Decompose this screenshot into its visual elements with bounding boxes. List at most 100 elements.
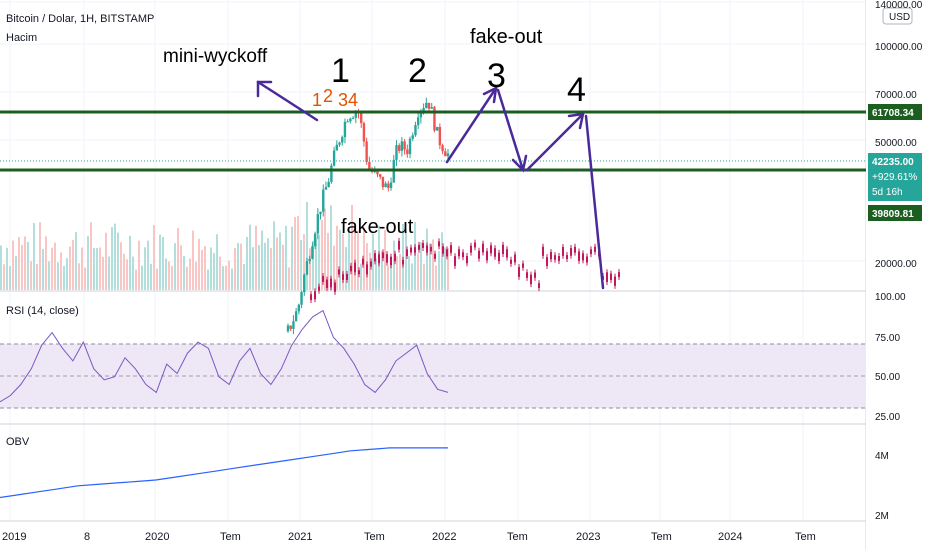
- support-badge: [868, 205, 922, 221]
- volume-bar: [447, 247, 449, 290]
- rsi-label: RSI (14, close): [6, 305, 79, 317]
- candle-body: [376, 170, 379, 175]
- candle-body: [338, 142, 341, 145]
- volume-bar: [63, 266, 65, 290]
- volume-bar: [21, 245, 23, 290]
- volume-bar: [300, 239, 302, 290]
- candle-body: [324, 187, 328, 190]
- volume-bar: [324, 208, 326, 290]
- volume-bar: [126, 259, 128, 290]
- volume-bar: [231, 268, 233, 290]
- volume-bar: [18, 237, 20, 290]
- volume-bar: [24, 236, 26, 290]
- rsi-line[interactable]: [0, 309, 449, 403]
- volume-bar: [153, 225, 155, 290]
- volume-bar: [240, 243, 242, 290]
- volume-bar: [186, 266, 188, 290]
- volume-bar: [57, 262, 59, 290]
- volume-bar: [282, 244, 284, 290]
- candle-body: [313, 233, 317, 247]
- volume-bar: [408, 256, 410, 290]
- volume-bar: [339, 229, 341, 290]
- volume-bar: [219, 256, 221, 290]
- volume-bar: [396, 256, 398, 290]
- candle-body: [446, 153, 450, 157]
- volume-bar: [216, 234, 218, 290]
- price-tick-100000: 100000.00: [875, 42, 923, 53]
- volume-bar: [297, 216, 299, 290]
- volume-bar: [315, 238, 317, 290]
- candle-body: [427, 102, 431, 109]
- volume-bar: [411, 263, 413, 290]
- price-tick-140000: 140000.00: [875, 0, 923, 11]
- volume-bar: [357, 230, 359, 290]
- projection-leg-up-2: [525, 112, 585, 172]
- volume-bar: [39, 222, 41, 290]
- volume-bar: [228, 260, 230, 290]
- time-label: Tem: [507, 531, 528, 543]
- volume-bar: [342, 233, 344, 290]
- resistance-badge: [868, 104, 922, 120]
- candle-body: [441, 145, 444, 152]
- candle-body: [403, 141, 406, 150]
- obv-line[interactable]: [0, 447, 448, 499]
- volume-bar: [309, 248, 311, 290]
- volume-bar: [288, 267, 290, 290]
- volume-bar: [264, 242, 266, 290]
- candle-body: [360, 112, 363, 124]
- volume-bar: [345, 246, 347, 290]
- candle-body: [433, 107, 436, 131]
- price-axis[interactable]: USD 140000.00 100000.00 70000.00 50000.0…: [866, 0, 932, 550]
- volume-bar: [120, 242, 122, 290]
- volume-bar: [420, 242, 422, 290]
- wave-label-1: 1: [331, 52, 350, 90]
- time-label: 2023: [576, 531, 600, 543]
- support-value: 39809.81: [872, 209, 914, 220]
- candle-body: [292, 321, 295, 329]
- candle-body: [308, 258, 311, 262]
- last-price-value: 42235.00: [872, 157, 914, 168]
- price-tick-50000: 50000.00: [875, 138, 917, 149]
- time-label: Tem: [220, 531, 241, 543]
- volume-bar: [399, 253, 401, 290]
- candle-body: [425, 102, 428, 108]
- currency-label: USD: [889, 12, 910, 23]
- candle-body: [400, 141, 404, 151]
- time-axis[interactable]: 2019 8 2020 Tem 2021 Tem 2022 Tem 2023 T…: [2, 531, 816, 543]
- volume-bar: [306, 202, 308, 290]
- volume-bar: [291, 226, 293, 290]
- volume-bar: [444, 247, 446, 290]
- arrowhead-3: [567, 112, 585, 130]
- volume-bar: [87, 235, 89, 290]
- volume-bar: [45, 236, 47, 290]
- volume-bar: [9, 266, 11, 290]
- candle-body: [354, 112, 357, 118]
- volume-bar: [321, 220, 323, 290]
- price-tick-20000: 20000.00: [875, 259, 917, 270]
- time-label: 2020: [145, 531, 169, 543]
- volume-bar: [225, 265, 227, 290]
- volume-bar: [72, 239, 74, 290]
- volume-bar: [273, 221, 275, 290]
- arrowhead-2: [511, 154, 528, 173]
- projection-leg-down-1: [496, 88, 525, 172]
- volume-bar: [48, 261, 50, 290]
- volume-bar: [246, 236, 248, 290]
- candle-body: [365, 141, 368, 162]
- volume-bar: [141, 265, 143, 290]
- volume-bar: [327, 232, 329, 290]
- rsi-tick-100: 100.00: [875, 292, 906, 303]
- currency-button[interactable]: [882, 7, 913, 25]
- resistance-value: 61708.34: [872, 108, 914, 119]
- volume-bar: [348, 227, 350, 290]
- volume-bar: [363, 227, 365, 290]
- volume-bar: [423, 263, 425, 290]
- price-tick-70000: 70000.00: [875, 90, 917, 101]
- volume-bar: [144, 247, 146, 290]
- candle-body: [416, 117, 420, 126]
- volume-bar: [435, 265, 437, 290]
- volume-bar: [105, 232, 107, 290]
- volume-bar: [429, 243, 431, 290]
